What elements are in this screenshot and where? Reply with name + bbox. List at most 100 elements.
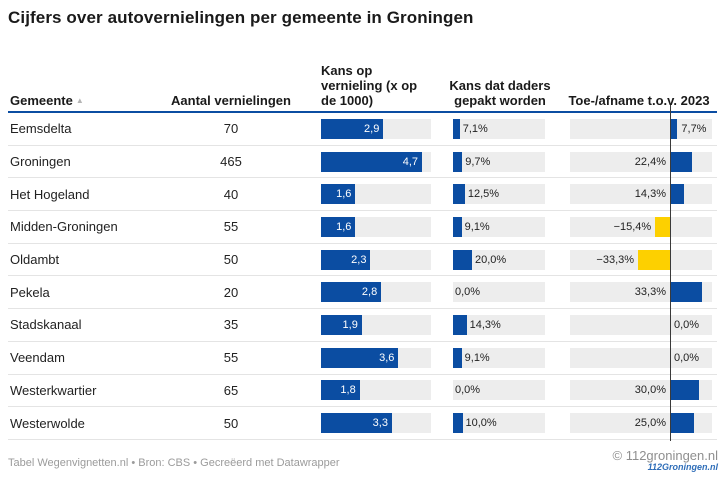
kans-gepakt-bar: [453, 347, 462, 368]
toe-afname-track: −15,4%: [570, 216, 712, 237]
toe-afname-bar: [670, 118, 678, 139]
table-body: Eemsdelta 70 2,9 7,1% 7,7% Groningen 465: [8, 113, 717, 440]
kans-gepakt-cell: 9,7%: [440, 151, 560, 172]
gemeente-cell: Pekela: [10, 284, 50, 300]
kans-vernieling-cell: 2,9: [292, 118, 440, 139]
kans-gepakt-value: 7,1%: [462, 122, 488, 135]
toe-afname-cell: −33,3%: [560, 249, 717, 270]
kans-gepakt-cell: 9,1%: [440, 347, 560, 368]
toe-afname-value: 25,0%: [634, 417, 666, 430]
kans-vernieling-value: 2,8: [361, 286, 378, 299]
aantal-cell: 35: [223, 317, 239, 333]
header-toe-afname[interactable]: Toe-/afname t.o.v. 2023: [568, 93, 710, 108]
chart-title: Cijfers over autovernielingen per gemeen…: [8, 8, 474, 27]
kans-gepakt-cell: 10,0%: [440, 413, 560, 434]
toe-afname-cell: 14,3%: [560, 184, 717, 205]
kans-gepakt-cell: 9,1%: [440, 216, 560, 237]
kans-gepakt-track: 12,5%: [453, 184, 545, 205]
toe-afname-cell: 7,7%: [560, 118, 717, 139]
kans-gepakt-cell: 7,1%: [440, 118, 560, 139]
gemeente-cell: Stadskanaal: [10, 317, 82, 333]
table-row: Westerkwartier 65 1,8 0,0% 30,0%: [8, 375, 717, 408]
header-aantal-vernielingen[interactable]: Aantal vernielingen: [171, 93, 291, 108]
toe-afname-bar: [670, 282, 702, 303]
header-gemeente[interactable]: Gemeente ▲: [8, 93, 170, 108]
kans-gepakt-cell: 0,0%: [440, 282, 560, 303]
toe-afname-value: 22,4%: [634, 155, 666, 168]
kans-gepakt-bar: [453, 314, 467, 335]
toe-afname-value: 33,3%: [634, 286, 666, 299]
kans-gepakt-cell: 14,3%: [440, 314, 560, 335]
kans-vernieling-track: 1,9: [321, 314, 431, 335]
toe-afname-bar: [670, 380, 699, 401]
kans-gepakt-track: 20,0%: [453, 249, 545, 270]
toe-afname-cell: −15,4%: [560, 216, 717, 237]
kans-gepakt-bar: [453, 118, 460, 139]
toe-afname-value: 30,0%: [634, 384, 666, 397]
table-row: Groningen 465 4,7 9,7% 22,4%: [8, 146, 717, 179]
kans-vernieling-track: 1,6: [321, 216, 431, 237]
kans-vernieling-cell: 4,7: [292, 151, 440, 172]
kans-gepakt-bar: [453, 413, 463, 434]
header-gemeente-label: Gemeente: [10, 93, 73, 108]
gemeente-cell: Oldambt: [10, 252, 60, 268]
kans-vernieling-cell: 1,6: [292, 216, 440, 237]
toe-afname-cell: 0,0%: [560, 347, 717, 368]
kans-vernieling-bar: 1,6: [321, 184, 356, 205]
toe-afname-track: 25,0%: [570, 413, 712, 434]
gemeente-cell: Het Hogeland: [10, 186, 90, 202]
header-kans-daders-gepakt[interactable]: Kans dat daders gepakt worden: [449, 78, 551, 108]
kans-vernieling-bar: 2,8: [321, 282, 382, 303]
table-row: Westerwolde 50 3,3 10,0% 25,0%: [8, 407, 717, 440]
kans-vernieling-cell: 3,6: [292, 347, 440, 368]
toe-afname-cell: 22,4%: [560, 151, 717, 172]
kans-vernieling-value: 1,8: [340, 384, 356, 397]
kans-gepakt-value: 10,0%: [465, 417, 497, 430]
toe-afname-value: −33,3%: [596, 253, 635, 266]
aantal-cell: 465: [220, 154, 242, 170]
toe-afname-bar: [670, 151, 692, 172]
toe-afname-cell: 25,0%: [560, 413, 717, 434]
kans-vernieling-cell: 2,3: [292, 249, 440, 270]
kans-vernieling-track: 1,6: [321, 184, 431, 205]
kans-vernieling-bar: 1,6: [321, 216, 356, 237]
kans-vernieling-cell: 1,9: [292, 314, 440, 335]
header-kans-op-vernieling[interactable]: Kans op vernieling (x op de 1000): [321, 63, 418, 108]
kans-vernieling-bar: 1,9: [321, 314, 362, 335]
toe-afname-track: 30,0%: [570, 380, 712, 401]
kans-gepakt-value: 9,1%: [464, 220, 490, 233]
gemeente-cell: Groningen: [10, 154, 71, 170]
kans-vernieling-cell: 1,8: [292, 380, 440, 401]
aantal-cell: 55: [223, 350, 239, 366]
toe-afname-cell: 30,0%: [560, 380, 717, 401]
kans-vernieling-value: 2,9: [364, 122, 380, 135]
kans-gepakt-track: 9,1%: [453, 347, 545, 368]
kans-gepakt-track: 9,7%: [453, 151, 545, 172]
table-row: Eemsdelta 70 2,9 7,1% 7,7%: [8, 113, 717, 146]
kans-vernieling-bar: 1,8: [321, 380, 360, 401]
gemeente-cell: Eemsdelta: [10, 121, 72, 137]
site-logo-text[interactable]: 112Groningen.nl: [647, 462, 718, 472]
kans-vernieling-value: 1,9: [342, 318, 358, 331]
toe-afname-track: 33,3%: [570, 282, 712, 303]
kans-vernieling-track: 4,7: [321, 151, 431, 172]
kans-gepakt-track: 10,0%: [453, 413, 545, 434]
kans-vernieling-track: 3,3: [321, 413, 431, 434]
kans-vernieling-value: 4,7: [402, 155, 419, 168]
aantal-cell: 50: [223, 415, 239, 431]
kans-gepakt-value: 9,1%: [464, 351, 490, 364]
kans-gepakt-track: 9,1%: [453, 216, 545, 237]
kans-gepakt-value: 12,5%: [467, 188, 500, 201]
aantal-cell: 20: [223, 284, 239, 300]
toe-afname-track: 0,0%: [570, 314, 712, 335]
toe-afname-cell: 33,3%: [560, 282, 717, 303]
toe-afname-bar: [670, 413, 694, 434]
kans-vernieling-track: 2,8: [321, 282, 431, 303]
toe-afname-value: 0,0%: [674, 351, 700, 364]
toe-afname-value: 14,3%: [634, 188, 666, 201]
toe-afname-bar: [670, 184, 684, 205]
toe-afname-track: −33,3%: [570, 249, 712, 270]
table-row: Midden-Groningen 55 1,6 9,1% −15,4%: [8, 211, 717, 244]
kans-gepakt-track: 0,0%: [453, 380, 545, 401]
